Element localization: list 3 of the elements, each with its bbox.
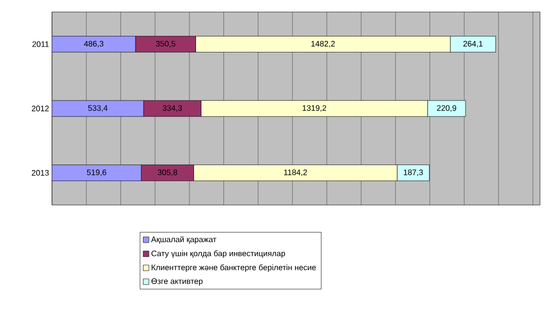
bar (52, 100, 144, 117)
bar (52, 36, 136, 52)
bar (52, 164, 142, 182)
